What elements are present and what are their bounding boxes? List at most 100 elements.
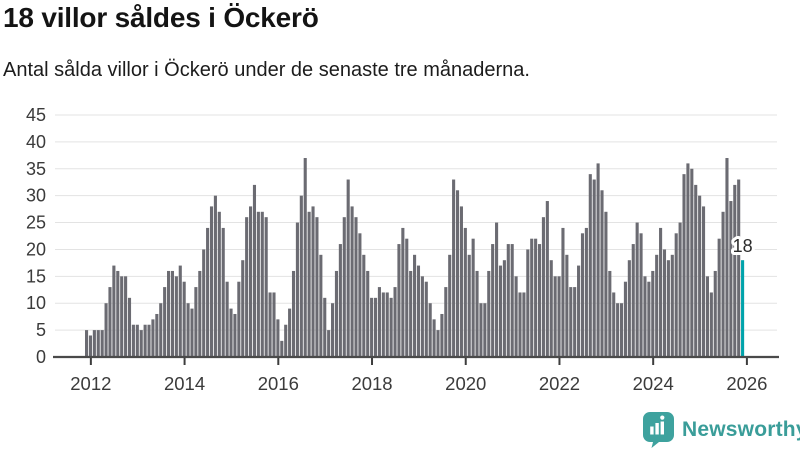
bar (678, 222, 682, 357)
bar (209, 206, 214, 357)
bar (163, 287, 167, 357)
bar (182, 281, 186, 357)
y-axis-label: 10 (26, 293, 46, 313)
bar (725, 158, 729, 357)
bar (288, 308, 292, 357)
bar (346, 179, 350, 357)
bar (303, 158, 307, 357)
bar (198, 270, 202, 357)
bar (537, 244, 542, 357)
bar (264, 217, 268, 357)
bar (475, 270, 479, 357)
bar (373, 297, 378, 357)
bar (291, 270, 296, 357)
bar (498, 265, 503, 357)
y-axis-label: 20 (26, 239, 46, 259)
bar (229, 308, 233, 357)
bar (577, 265, 581, 357)
bar (104, 303, 108, 357)
bar (729, 201, 733, 357)
bar (701, 206, 706, 357)
y-axis-label: 0 (36, 347, 46, 367)
bar (245, 217, 249, 357)
bar (573, 287, 577, 357)
bar (249, 206, 253, 357)
bar (315, 217, 319, 357)
bar (116, 270, 120, 357)
bar (643, 276, 647, 357)
bar (479, 303, 483, 357)
bar (155, 313, 159, 357)
bar (217, 211, 221, 357)
bar (616, 303, 620, 357)
bar (483, 303, 487, 357)
bar (170, 270, 175, 357)
bar (690, 168, 694, 357)
bar (584, 227, 588, 357)
bar (338, 244, 342, 357)
bar (651, 270, 655, 357)
bar (432, 319, 436, 357)
bar (545, 201, 549, 357)
bar (655, 254, 659, 357)
bar (592, 179, 596, 357)
bar (705, 276, 709, 357)
x-axis-label: 2026 (726, 373, 767, 394)
bar (416, 265, 421, 357)
bar (619, 303, 624, 357)
bar (682, 174, 686, 357)
bar (557, 276, 561, 357)
bar (526, 249, 530, 357)
bar (358, 233, 362, 357)
bar (370, 297, 374, 357)
bar (124, 276, 128, 357)
bar (553, 276, 557, 357)
bar (444, 287, 448, 357)
bar (713, 270, 717, 357)
bar (167, 270, 171, 357)
bar (580, 233, 585, 357)
bar (252, 184, 257, 357)
bar (151, 319, 155, 357)
bar (366, 270, 370, 357)
y-axis-label: 35 (26, 159, 46, 179)
newsworthy-logo[interactable]: Newsworthy (643, 412, 800, 448)
bar (92, 330, 96, 357)
bar (225, 281, 229, 357)
bar (260, 211, 264, 357)
bar (237, 281, 241, 357)
bar (600, 190, 604, 357)
bar (241, 260, 245, 357)
bar (311, 206, 315, 357)
x-axis-label: 2018 (351, 373, 392, 394)
bar (385, 292, 389, 357)
bar (698, 195, 702, 357)
y-axis-label: 25 (26, 213, 46, 233)
bar (709, 292, 713, 357)
bar (737, 179, 741, 357)
bar (88, 335, 93, 357)
y-axis-label: 15 (26, 266, 46, 286)
bar (541, 217, 545, 357)
bar (530, 238, 534, 357)
bar (662, 249, 667, 357)
bar (307, 211, 311, 357)
bar (354, 217, 358, 357)
bar (331, 303, 335, 357)
bar (694, 184, 698, 357)
bar (436, 330, 440, 357)
bar (120, 276, 124, 357)
bar (440, 313, 444, 357)
bar (452, 179, 456, 357)
bar (178, 265, 182, 357)
bar (96, 330, 100, 357)
bar (389, 297, 393, 357)
x-axis-label: 2022 (539, 373, 580, 394)
bar (608, 270, 612, 357)
bar (471, 238, 475, 357)
bar (428, 303, 432, 357)
bar (319, 254, 323, 357)
bar (342, 217, 346, 357)
bar (268, 292, 272, 357)
bar (561, 227, 565, 357)
